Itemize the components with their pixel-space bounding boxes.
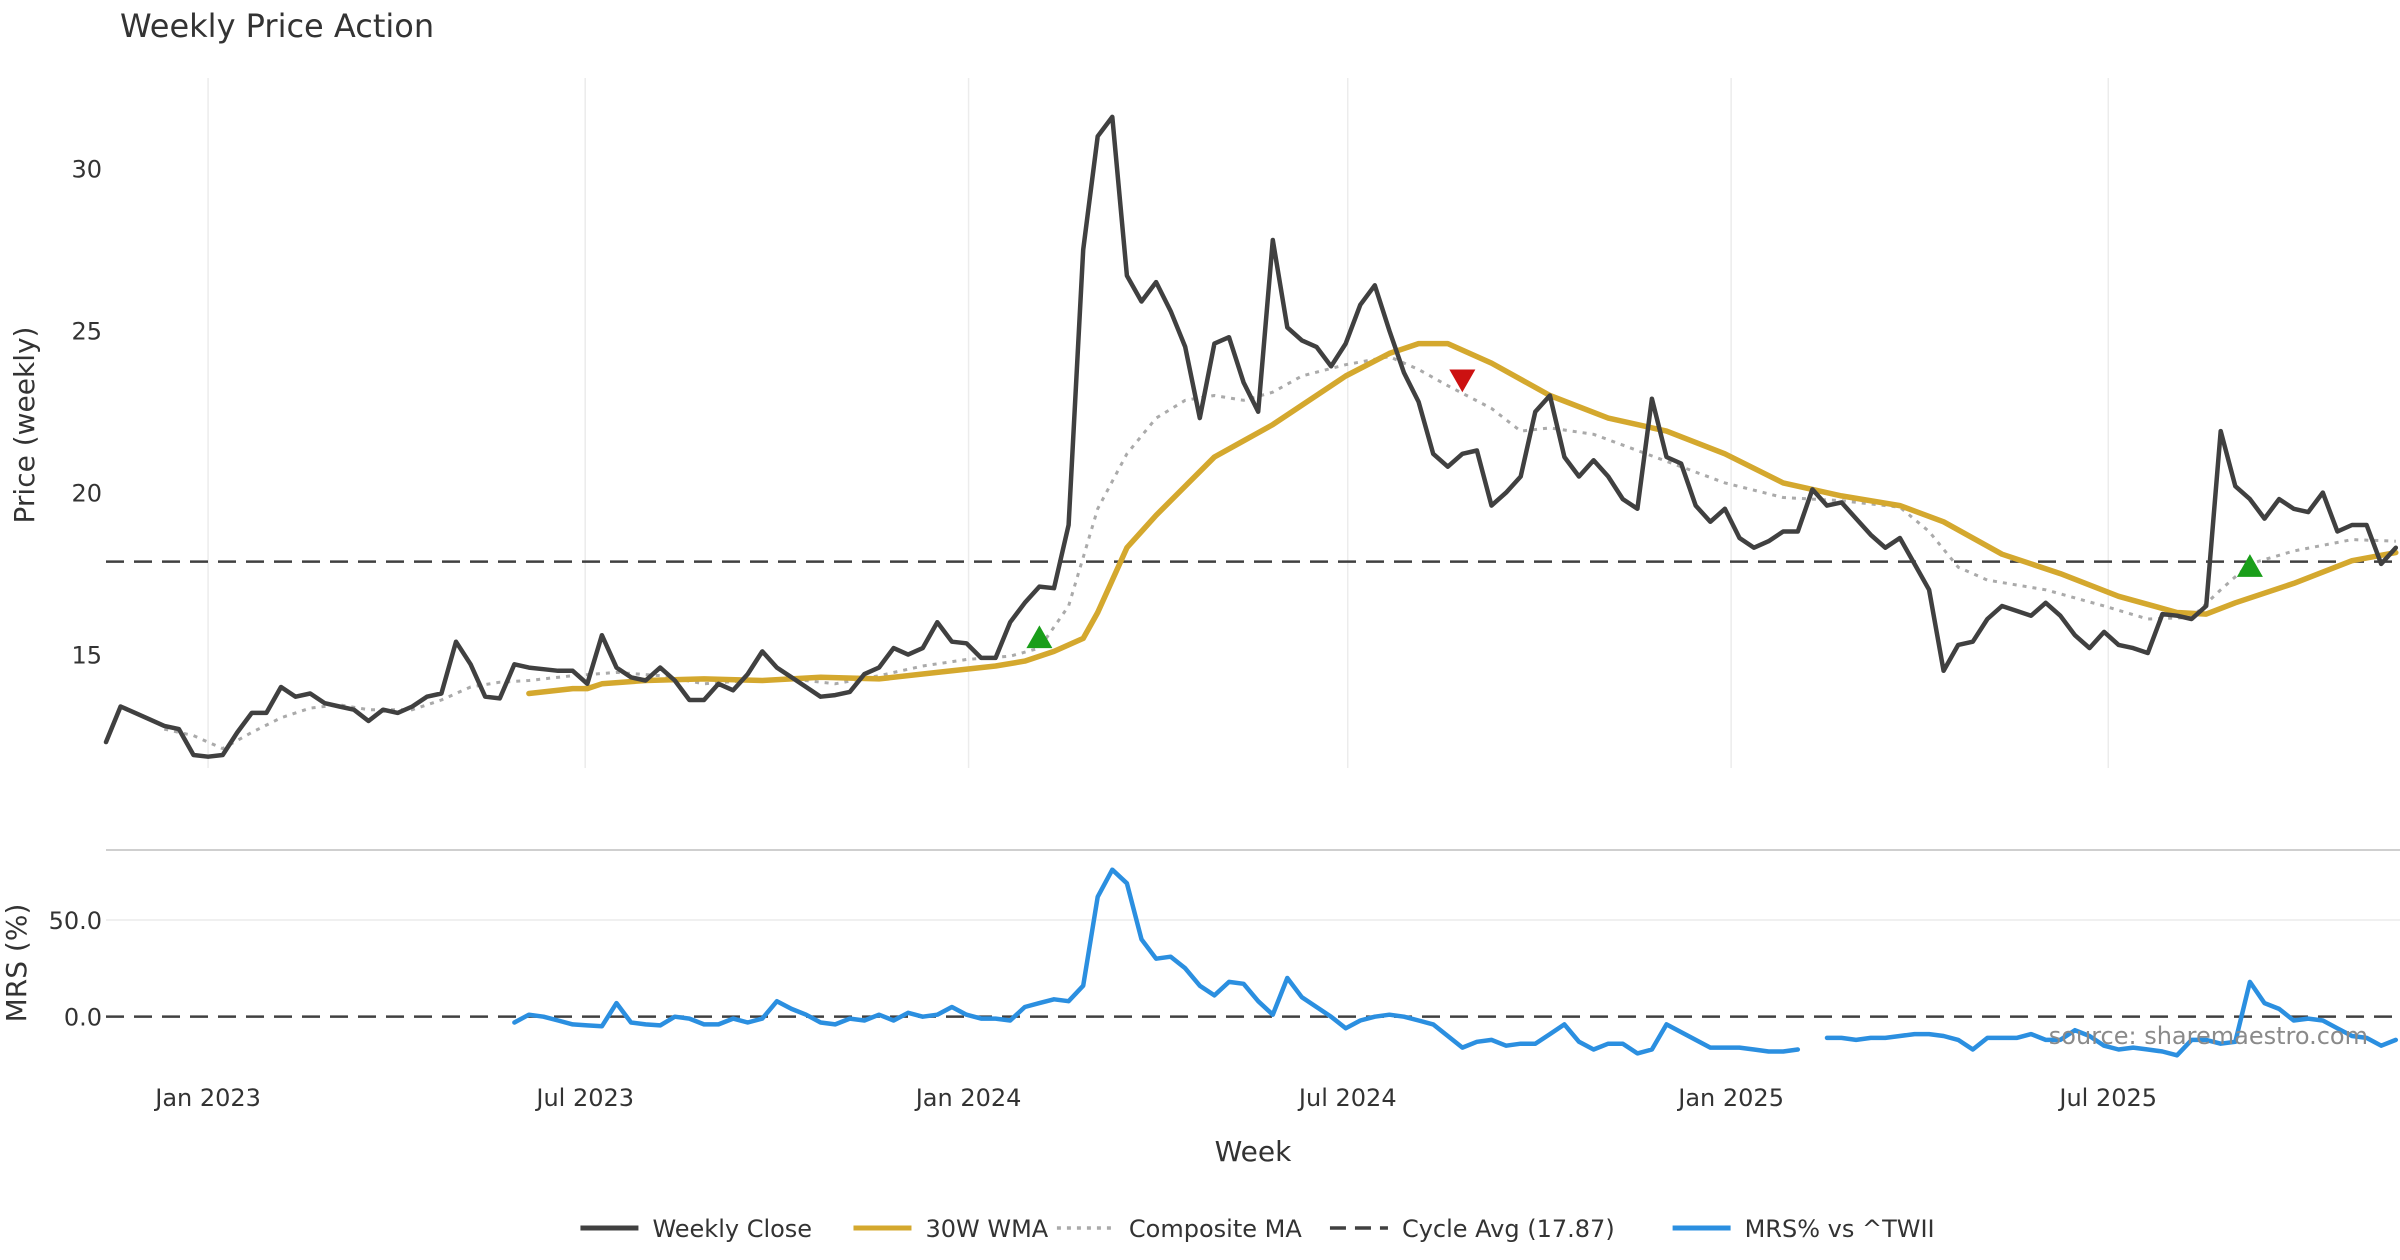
y-axis-label-mrs: MRS (%) xyxy=(0,904,33,1023)
legend-label: MRS% vs ^TWII xyxy=(1745,1215,1935,1243)
legend-item: 30W WMA xyxy=(853,1215,1049,1243)
legend-label: Weekly Close xyxy=(652,1215,812,1243)
source-text: source: sharemaestro.com xyxy=(2049,1022,2368,1050)
legend-label: Composite MA xyxy=(1129,1215,1302,1243)
x-tick-label: Jan 2024 xyxy=(914,1084,1022,1112)
gridlines xyxy=(106,78,2400,921)
legend: Weekly Close 30W WMA Composite MA Cycle Avg… xyxy=(580,1215,1935,1243)
wma-30w-line xyxy=(526,340,2399,697)
y-tick-label-price: 25 xyxy=(71,318,102,346)
mrs-line xyxy=(512,867,1801,1056)
x-tick-label: Jul 2025 xyxy=(2057,1084,2157,1112)
x-tick-label: Jul 2023 xyxy=(534,1084,634,1112)
legend-item: Cycle Avg (17.87) xyxy=(1329,1215,1615,1243)
price-panel xyxy=(103,114,2400,759)
mrs-panel xyxy=(106,867,2400,1058)
sell-signal-marker xyxy=(1449,369,1476,393)
y-axis-label-price: Price (weekly) xyxy=(8,327,41,524)
composite-ma-line xyxy=(163,355,2396,751)
x-tick-label: Jan 2025 xyxy=(1676,1084,1784,1112)
x-tick-label: Jul 2024 xyxy=(1297,1084,1397,1112)
weekly-close-line xyxy=(103,114,2399,759)
axes: Jan 2023 Jul 2023 Jan 2024 Jul 2024 Jan 2025… xyxy=(49,156,2158,1112)
x-tick-label: Jan 2023 xyxy=(153,1084,261,1112)
legend-label: Cycle Avg (17.87) xyxy=(1402,1215,1615,1243)
y-tick-label-mrs: 50.0 xyxy=(49,907,102,935)
legend-label: 30W WMA xyxy=(925,1215,1048,1243)
legend-item: Composite MA xyxy=(1056,1215,1302,1243)
legend-item: Weekly Close xyxy=(580,1215,812,1243)
mrs-line xyxy=(1824,979,2399,1058)
y-tick-label-price: 30 xyxy=(71,156,102,184)
x-axis-label: Week xyxy=(1215,1135,1292,1168)
chart-title: Weekly Price Action xyxy=(120,7,434,45)
y-tick-label-mrs: 0.0 xyxy=(64,1004,102,1032)
buy-signal-marker xyxy=(1026,625,1053,649)
legend-item: MRS% vs ^TWII xyxy=(1672,1215,1935,1243)
buy-signal-marker xyxy=(2236,554,2263,577)
y-tick-label-price: 15 xyxy=(71,642,102,670)
y-tick-label-price: 20 xyxy=(71,480,102,508)
